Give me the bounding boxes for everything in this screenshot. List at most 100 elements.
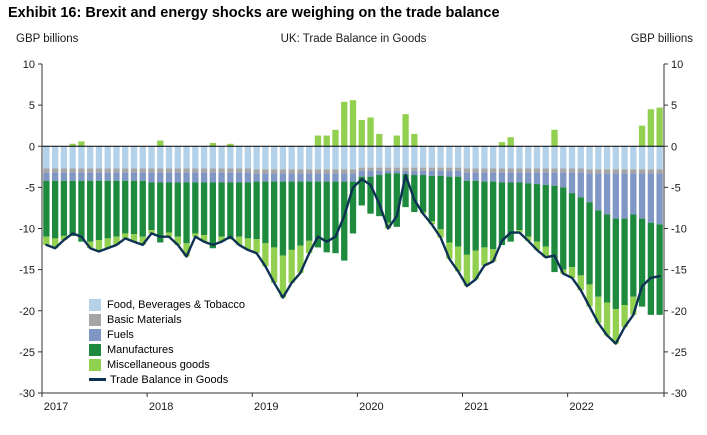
- x-tick-label: 2022: [569, 401, 593, 413]
- bar-segment: [341, 146, 348, 170]
- bar-segment: [586, 173, 593, 203]
- bar-segment: [349, 173, 357, 182]
- bar-segment: [341, 169, 348, 174]
- bar-segment: [437, 229, 444, 238]
- bar-segment: [647, 146, 655, 170]
- bar-segment: [630, 214, 637, 297]
- bar-segment: [638, 218, 646, 307]
- bar-segment: [507, 146, 514, 169]
- bar-segment: [516, 172, 523, 183]
- bar-segment: [323, 173, 330, 182]
- legend-label: Trade Balance in Goods: [110, 373, 229, 386]
- bar-segment: [192, 146, 199, 169]
- bar-segment: [104, 180, 111, 239]
- bar-segment: [551, 172, 558, 186]
- bar-segment: [288, 181, 295, 250]
- bar-segment: [122, 168, 129, 173]
- bar-segment: [428, 170, 435, 176]
- bar-segment: [200, 146, 208, 169]
- bar-segment: [542, 146, 549, 169]
- bar-segment: [542, 168, 549, 173]
- bar-segment: [507, 172, 514, 183]
- bar-segment: [192, 182, 199, 234]
- bar-segment: [463, 254, 471, 287]
- bar-segment: [288, 169, 295, 174]
- bar-segment: [51, 146, 59, 169]
- bar-segment: [367, 167, 374, 171]
- bar-segment: [192, 172, 199, 183]
- bar-segment: [253, 173, 260, 182]
- bar-segment: [253, 146, 260, 170]
- bar-segment: [288, 146, 295, 170]
- bar-segment: [463, 168, 471, 173]
- bar-segment: [69, 143, 76, 147]
- bar-segment: [411, 167, 418, 171]
- bar-segment: [87, 180, 94, 242]
- bar-segment: [148, 168, 155, 173]
- bar-segment: [43, 180, 50, 237]
- bar-segment: [603, 214, 611, 303]
- bar-segment: [78, 180, 85, 242]
- bar-segment: [43, 168, 50, 173]
- legend-line-marker: [89, 378, 106, 381]
- bar-segment: [603, 146, 611, 170]
- bar-segment: [122, 146, 129, 169]
- bar-segment: [297, 169, 304, 174]
- bar-segment: [384, 170, 392, 174]
- bar-segment: [498, 172, 506, 183]
- bar-segment: [218, 172, 225, 183]
- bar-segment: [104, 146, 111, 169]
- bar-segment: [332, 169, 339, 174]
- bar-segment: [656, 173, 663, 225]
- bar-segment: [367, 117, 374, 147]
- bar-segment: [332, 181, 339, 254]
- bar-segment: [306, 173, 313, 182]
- bar-segment: [148, 172, 155, 183]
- bar-segment: [288, 249, 295, 283]
- legend-item: Basic Materials: [89, 312, 245, 327]
- bar-segment: [341, 101, 348, 147]
- y-tick-label-right: -30: [671, 388, 687, 400]
- bar-segment: [419, 146, 427, 168]
- legend-item: Manufactures: [89, 342, 245, 357]
- bar-segment: [411, 175, 418, 213]
- trade-balance-line: [45, 173, 661, 345]
- bar-segment: [51, 168, 59, 173]
- bar-segment: [419, 175, 427, 213]
- bar-segment: [411, 133, 418, 147]
- bar-segment: [323, 135, 330, 147]
- bar-segment: [428, 146, 435, 168]
- exhibit-title: Exhibit 16: Brexit and energy shocks are…: [8, 5, 500, 21]
- bar-segment: [279, 181, 287, 256]
- y-tick-label-left: 5: [29, 100, 35, 112]
- bar-segment: [498, 182, 506, 245]
- bar-segment: [630, 173, 637, 215]
- bar-segment: [227, 172, 234, 183]
- bar-segment: [533, 168, 541, 173]
- bar-segment: [174, 168, 181, 173]
- bar-segment: [577, 146, 584, 169]
- bar-segment: [349, 146, 357, 170]
- bar-segment: [209, 168, 216, 173]
- bar-segment: [437, 146, 444, 168]
- bar-segment: [235, 182, 243, 237]
- bar-segment: [297, 146, 304, 170]
- bar-segment: [560, 168, 567, 173]
- bar-segment: [358, 170, 365, 177]
- bar-segment: [95, 168, 103, 173]
- bar-segment: [595, 296, 602, 324]
- bar-segment: [314, 169, 322, 174]
- bar-segment: [638, 169, 646, 174]
- y-tick-label-right: 5: [671, 100, 677, 112]
- bar-segment: [218, 168, 225, 173]
- bar-segment: [481, 146, 488, 169]
- bar-segment: [577, 172, 584, 198]
- trade-balance-chart: 10 10 5 5 0 0 -5 -5 -10 -10 -15 -15 -20 -20 -25 -25 -30 -…: [19, 59, 687, 413]
- bar-segment: [384, 167, 392, 171]
- bar-segment: [638, 125, 646, 147]
- legend-label: Basic Materials: [107, 313, 182, 326]
- bar-segment: [139, 236, 146, 245]
- bar-segment: [314, 181, 322, 248]
- bar-segment: [358, 167, 365, 171]
- bar-segment: [87, 241, 94, 249]
